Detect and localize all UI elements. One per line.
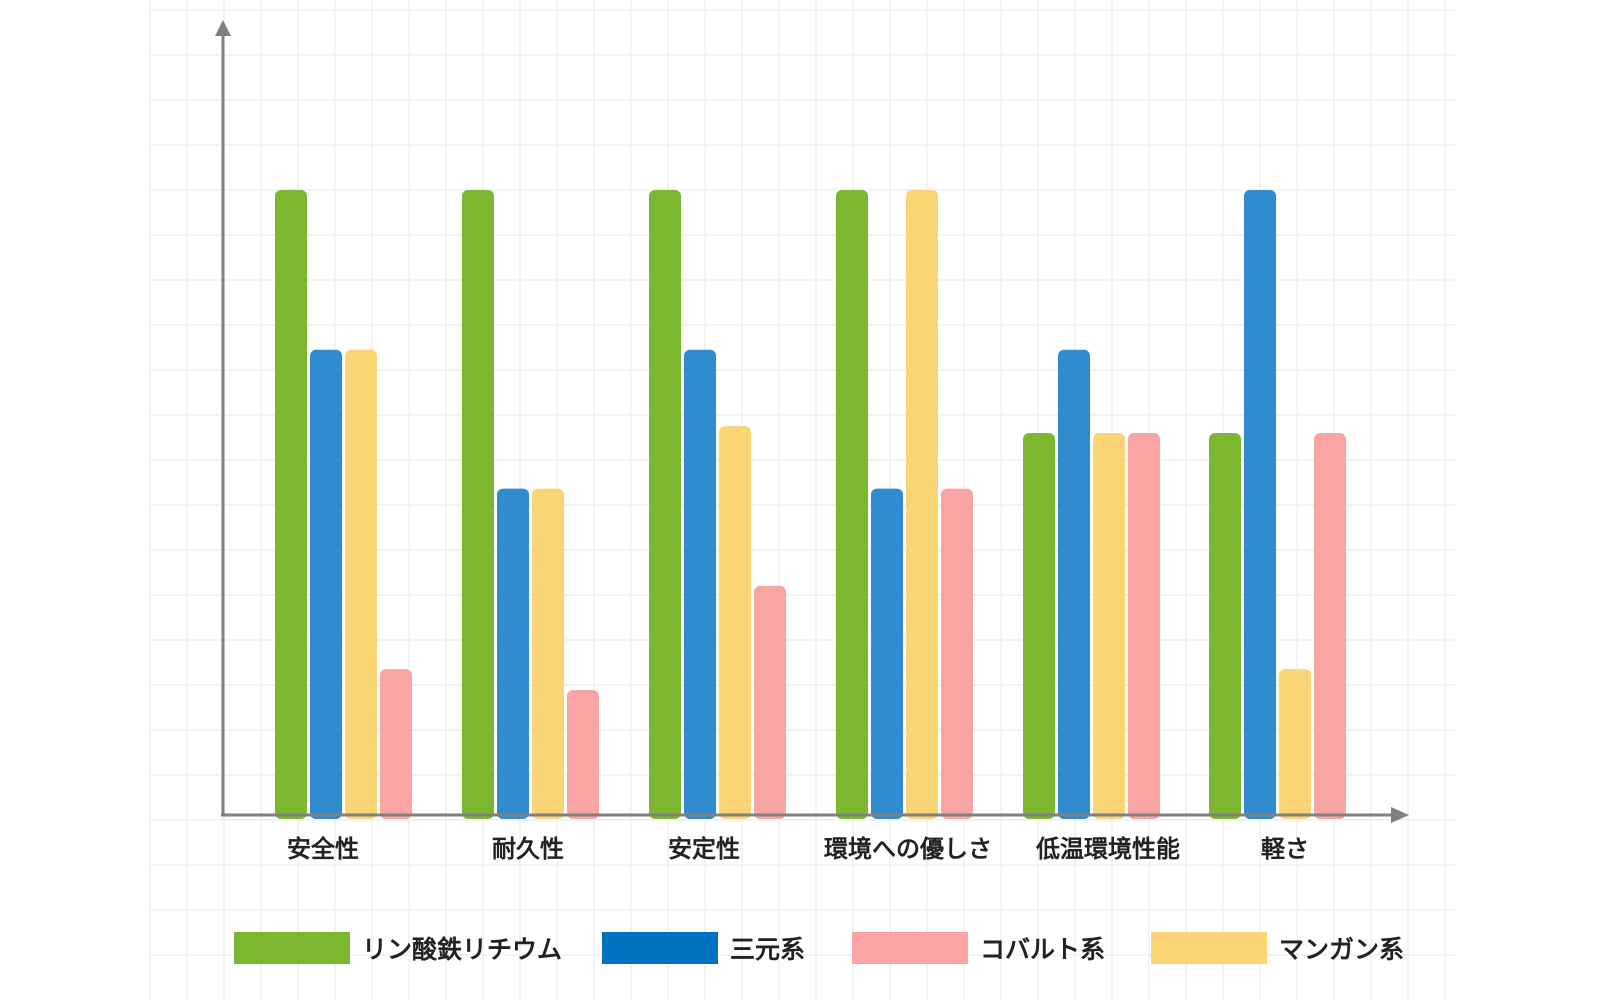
- bar-1-1: 三元系 / 耐久性: 4.7: [497, 488, 529, 819]
- bar-0-5: リン酸鉄リチウム / 軽さ: 5.5: [1209, 433, 1241, 819]
- bar-2-2: マンガン系 / 安定性: 5.6: [719, 426, 751, 819]
- legend-swatch-3: [1151, 932, 1267, 964]
- bar-2-3: マンガン系 / 環境への優しさ: 9: [906, 190, 938, 819]
- legend-label-0: リン酸鉄リチウム: [362, 935, 562, 964]
- bar-3-0: コバルト系 / 安全性: 2.1: [380, 669, 412, 819]
- bar-3-4: コバルト系 / 低温環境性能: 5.5: [1128, 433, 1160, 819]
- bar-1-5: 三元系 / 軽さ: 9: [1244, 190, 1276, 819]
- bar-0-4: リン酸鉄リチウム / 低温環境性能: 5.5: [1023, 433, 1055, 819]
- legend-label-1: 三元系: [730, 935, 805, 964]
- bar-3-1: コバルト系 / 耐久性: 1.8: [567, 690, 599, 819]
- bar-2-1: マンガン系 / 耐久性: 4.7: [532, 488, 564, 819]
- category-label: 環境への優しさ: [824, 835, 992, 863]
- bar-1-3: 三元系 / 環境への優しさ: 4.7: [871, 488, 903, 819]
- bar-2-5: マンガン系 / 軽さ: 2.1: [1279, 669, 1311, 819]
- category-label: 耐久性: [492, 835, 564, 863]
- bar-3-2: コバルト系 / 安定性: 3.3: [754, 585, 786, 819]
- category-labels: 安全性 耐久性 安定性 環境への優しさ 低温環境性能 軽さ: [287, 835, 1309, 863]
- bar-0-2: リン酸鉄リチウム / 安定性: 9: [649, 190, 681, 819]
- bar-0-3: リン酸鉄リチウム / 環境への優しさ: 9: [836, 190, 868, 819]
- y-axis-arrow: [215, 20, 231, 36]
- category-label: 安定性: [668, 835, 740, 863]
- category-label: 安全性: [287, 835, 359, 863]
- legend-label-2: コバルト系: [980, 935, 1105, 964]
- legend-label-3: マンガン系: [1279, 935, 1404, 964]
- category-label: 軽さ: [1261, 835, 1309, 863]
- bar-3-5: コバルト系 / 軽さ: 5.5: [1314, 433, 1346, 819]
- bar-1-4: 三元系 / 低温環境性能: 6.7: [1058, 349, 1090, 819]
- legend: リン酸鉄リチウム 三元系 コバルト系 マンガン系: [234, 932, 1404, 964]
- category-label: 低温環境性能: [1035, 835, 1180, 863]
- bar-1-0: 三元系 / 安全性: 6.7: [310, 349, 342, 819]
- bar-1-2: 三元系 / 安定性: 6.7: [684, 349, 716, 819]
- axes: [215, 20, 1409, 823]
- bars-group: リン酸鉄リチウム / 安全性: 9三元系 / 安全性: 6.7マンガン系 / 安…: [275, 190, 1346, 819]
- bar-0-1: リン酸鉄リチウム / 耐久性: 9: [462, 190, 494, 819]
- bar-2-4: マンガン系 / 低温環境性能: 5.5: [1093, 433, 1125, 819]
- bar-3-3: コバルト系 / 環境への優しさ: 4.7: [941, 488, 973, 819]
- x-axis-arrow: [1391, 807, 1409, 823]
- legend-swatch-0: [234, 932, 350, 964]
- bar-0-0: リン酸鉄リチウム / 安全性: 9: [275, 190, 307, 819]
- bar-2-0: マンガン系 / 安全性: 6.7: [345, 349, 377, 819]
- legend-swatch-1: [602, 932, 718, 964]
- legend-swatch-2: [852, 932, 968, 964]
